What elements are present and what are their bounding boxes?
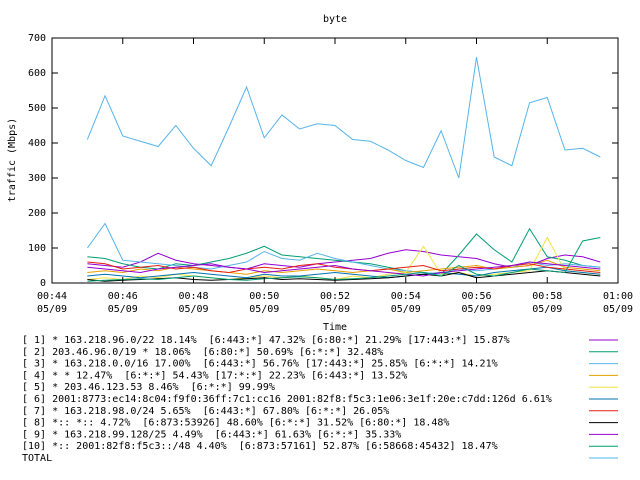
y-tick-label: 100 bbox=[28, 243, 46, 254]
x-tick-label: 00:54 bbox=[391, 291, 421, 302]
x-tick-date: 05/09 bbox=[391, 304, 421, 315]
y-tick-label: 200 bbox=[28, 208, 46, 219]
series-line bbox=[87, 237, 601, 282]
x-tick-date: 05/09 bbox=[178, 304, 208, 315]
x-tick-date: 05/09 bbox=[37, 304, 67, 315]
x-tick-label: 00:50 bbox=[249, 291, 279, 302]
series-line bbox=[86, 57, 601, 179]
x-tick-label: 00:52 bbox=[320, 291, 350, 302]
y-tick-label: 400 bbox=[28, 138, 46, 149]
series-line bbox=[87, 266, 601, 279]
x-tick-date: 05/09 bbox=[320, 304, 350, 315]
y-tick-label: 300 bbox=[28, 173, 46, 184]
series-line bbox=[87, 261, 601, 277]
legend-label: [ 3] * 163.218.0.0/16 17.00% [6:443:*] 5… bbox=[22, 359, 498, 370]
legend-label: [ 7] * 163.218.98.0/24 5.65% [6:443:*] 6… bbox=[22, 406, 389, 417]
legend-label: [ 8] *:: *:: 4.72% [6:873:53926] 48.60% … bbox=[22, 418, 449, 429]
x-tick-label: 00:44 bbox=[37, 291, 67, 302]
series-line bbox=[87, 227, 601, 275]
legend-label: [ 9] * 163.218.99.128/25 4.49% [6:443:*]… bbox=[22, 429, 401, 440]
x-tick-label: 00:48 bbox=[178, 291, 208, 302]
x-tick-date: 05/09 bbox=[249, 304, 279, 315]
y-tick-label: 500 bbox=[28, 103, 46, 114]
x-axis-label: Time bbox=[323, 322, 347, 333]
legend-label: [10] *:: 2001:82f8:f5c3::/48 4.40% [6:87… bbox=[22, 441, 498, 452]
y-tick-label: 600 bbox=[28, 68, 46, 79]
x-tick-label: 01:00 bbox=[603, 291, 633, 302]
legend-label: [ 4] * * 12.47% [6:*:*] 54.43% [17:*:*] … bbox=[22, 370, 407, 381]
plot-lines bbox=[86, 57, 601, 282]
x-tick-date: 05/09 bbox=[532, 304, 562, 315]
y-axis-label: traffic (Mbps) bbox=[7, 118, 18, 202]
legend-label: TOTAL bbox=[22, 453, 52, 464]
legend-label: [ 2] 203.46.96.0/19 * 18.06% [6:80:*] 50… bbox=[22, 347, 383, 358]
legend-label: [ 6] 2001:8773:ec14:8c04:f9f0:36ff:7c1:c… bbox=[22, 394, 552, 405]
series-line bbox=[86, 222, 601, 275]
x-tick-date: 05/09 bbox=[461, 304, 491, 315]
y-tick-label: 700 bbox=[28, 33, 46, 44]
x-tick-date: 05/09 bbox=[603, 304, 633, 315]
x-tick-label: 00:56 bbox=[461, 291, 491, 302]
x-tick-label: 00:46 bbox=[108, 291, 138, 302]
legend-label: [ 1] * 163.218.96.0/22 18.14% [6:443:*] … bbox=[22, 335, 510, 346]
x-tick-date: 05/09 bbox=[108, 304, 138, 315]
chart-title: byte bbox=[323, 14, 347, 25]
legend-label: [ 5] * 203.46.123.53 8.46% [6:*:*] 99.99… bbox=[22, 382, 275, 393]
y-tick-label: 0 bbox=[40, 278, 46, 289]
x-tick-label: 00:58 bbox=[532, 291, 562, 302]
